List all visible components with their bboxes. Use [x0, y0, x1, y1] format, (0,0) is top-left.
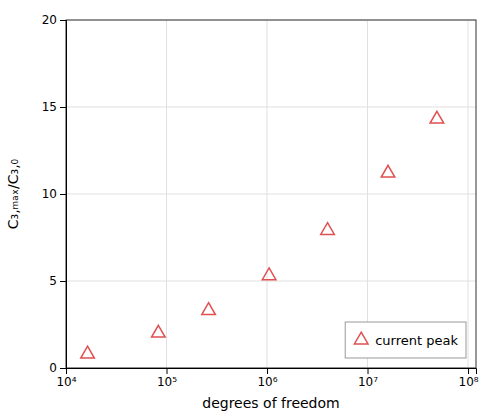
- plot-frame: [66, 20, 476, 368]
- legend-symbol: [354, 332, 368, 344]
- tick-mark: [368, 368, 369, 374]
- tick: 15: [42, 100, 66, 114]
- legend: current peak: [345, 322, 466, 358]
- tick: 10⁸: [458, 368, 478, 389]
- tick-label: 10⁸: [458, 375, 478, 389]
- x-axis: 10⁴ 10⁵ 10⁶ 10⁷ 10⁸: [56, 368, 478, 389]
- tick-label: 20: [42, 13, 57, 27]
- point: [81, 346, 95, 358]
- tick: 10⁶: [257, 368, 277, 389]
- tick-label: 5: [49, 274, 57, 288]
- chart-svg: 10⁴ 10⁵ 10⁶ 10⁷ 10⁸ 0 5 10 15 20 current peak degre…: [0, 0, 500, 420]
- tick-mark: [468, 368, 469, 374]
- tick-mark: [60, 194, 66, 195]
- tick-label: 10⁴: [56, 375, 76, 389]
- tick-label: 0: [49, 361, 57, 375]
- chart-container: 10⁴ 10⁵ 10⁶ 10⁷ 10⁸ 0 5 10 15 20 current peak degre…: [0, 0, 500, 420]
- marks: [81, 111, 444, 358]
- tick-mark: [60, 281, 66, 282]
- grid-line-y: [66, 194, 476, 195]
- tick: 20: [42, 13, 66, 27]
- y-axis: 0 5 10 15 20: [42, 13, 67, 375]
- grid: [66, 20, 476, 368]
- plot-area: 10⁴ 10⁵ 10⁶ 10⁷ 10⁸ 0 5 10 15 20 current peak: [42, 13, 479, 388]
- point: [202, 303, 216, 315]
- tick-label: 10: [42, 187, 57, 201]
- tick-label: 10⁷: [358, 375, 378, 389]
- axis-line: [67, 369, 477, 375]
- tick-mark: [267, 368, 268, 374]
- point: [152, 325, 166, 337]
- tick-mark: [60, 20, 66, 21]
- legend-item: current peak: [354, 332, 458, 347]
- tick-mark: [60, 368, 66, 369]
- tick-mark: [60, 107, 66, 108]
- tick-label: 10⁵: [157, 375, 177, 389]
- tick: 10: [42, 187, 66, 201]
- point: [381, 165, 395, 177]
- x-axis-title: degrees of freedom: [202, 395, 339, 411]
- grid-line-y: [66, 107, 476, 108]
- point: [262, 268, 276, 280]
- tick-mark: [167, 368, 168, 374]
- point: [430, 111, 444, 123]
- grid-line-y: [66, 281, 476, 282]
- tick: 10⁴: [56, 368, 76, 389]
- tick-label: 10⁶: [257, 375, 277, 389]
- axis-line: [60, 21, 67, 369]
- tick: 0: [49, 361, 66, 375]
- y-axis-title: C₃,ₘₐₓ/C₃,₀: [5, 158, 21, 229]
- tick: 10⁷: [358, 368, 378, 389]
- tick-label: 15: [42, 100, 57, 114]
- tick: 10⁵: [157, 368, 177, 389]
- tick: 5: [49, 274, 66, 288]
- point: [321, 223, 335, 235]
- legend-label: current peak: [375, 333, 458, 348]
- legend-box: [345, 322, 466, 358]
